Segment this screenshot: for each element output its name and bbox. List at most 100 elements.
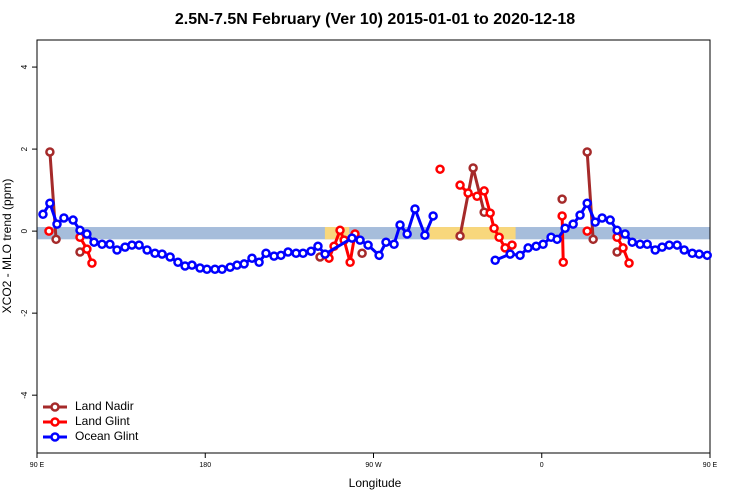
data-point: [679, 245, 689, 255]
data-point: [247, 253, 257, 263]
data-point: [490, 255, 500, 265]
data-point: [627, 237, 637, 247]
data-point: [428, 211, 438, 221]
data-point: [52, 219, 62, 229]
data-point: [507, 240, 517, 250]
data-point: [45, 198, 55, 208]
data-point: [59, 213, 69, 223]
data-point: [395, 220, 405, 230]
legend-label: Land Glint: [75, 414, 130, 428]
data-point: [239, 259, 249, 269]
data-point: [515, 250, 525, 261]
data-point: [283, 247, 293, 257]
data-point: [44, 226, 54, 236]
x-tick-label: 180: [199, 462, 211, 469]
data-point: [345, 257, 355, 268]
data-point: [87, 258, 97, 268]
data-point: [75, 225, 85, 236]
data-point: [568, 219, 578, 229]
data-point: [374, 250, 384, 261]
x-tick-label: 90 E: [30, 462, 45, 469]
uncertainty-band: [37, 227, 710, 240]
data-point: [472, 191, 482, 202]
data-point: [505, 249, 515, 259]
data-point: [82, 229, 92, 239]
data-point: [582, 198, 592, 208]
data-point: [165, 252, 175, 262]
data-point: [597, 213, 607, 223]
data-point: [558, 257, 568, 268]
data-point: [173, 257, 183, 268]
data-point: [97, 239, 107, 249]
data-point: [575, 210, 585, 220]
data-point: [612, 225, 622, 236]
data-point: [624, 258, 634, 268]
data-point: [552, 234, 562, 245]
data-point: [217, 264, 227, 275]
legend-label: Land Nadir: [75, 399, 134, 413]
data-point: [232, 260, 242, 270]
data-point: [45, 147, 55, 157]
data-point: [557, 211, 567, 221]
data-point: [335, 225, 345, 236]
legend-label: Ocean Glint: [75, 429, 139, 443]
data-point: [105, 239, 115, 249]
data-point: [389, 239, 399, 249]
data-point: [479, 186, 489, 196]
data-point: [68, 215, 78, 225]
data-point: [455, 180, 465, 190]
data-point: [82, 244, 92, 254]
data-point: [435, 164, 445, 174]
data-point: [51, 234, 61, 245]
data-point: [468, 163, 478, 173]
x-tick-label: 0: [540, 462, 544, 469]
data-point: [363, 240, 373, 250]
data-point: [306, 246, 316, 256]
data-point: [582, 147, 592, 157]
data-point: [313, 241, 323, 252]
data-point: [381, 237, 391, 247]
data-point: [702, 250, 712, 261]
data-point: [357, 248, 367, 259]
data-point: [494, 232, 504, 243]
data-point: [187, 260, 197, 270]
y-tick-label: -4: [20, 391, 29, 399]
data-point: [157, 249, 167, 259]
data-point: [557, 194, 567, 204]
y-tick-label: 2: [20, 146, 29, 151]
data-point: [355, 235, 365, 245]
data-point: [538, 239, 548, 249]
data-point: [276, 250, 286, 261]
data-point: [112, 245, 122, 255]
x-tick-label: 90 W: [365, 462, 382, 469]
data-point: [605, 215, 615, 225]
data-point: [320, 249, 330, 259]
data-point: [618, 243, 628, 253]
data-point: [463, 188, 473, 198]
y-tick-label: 0: [20, 228, 29, 233]
data-point: [642, 239, 652, 249]
legend-marker: [50, 417, 60, 427]
data-point: [89, 237, 99, 247]
x-tick-label: 90 E: [703, 462, 718, 469]
chart-title: 2.5N-7.5N February (Ver 10) 2015-01-01 t…: [175, 11, 575, 28]
data-point: [523, 243, 533, 253]
y-axis-label: XCO2 - MLO trend (ppm): [0, 179, 14, 314]
data-point: [202, 264, 212, 275]
data-point: [410, 204, 420, 214]
data-point: [142, 245, 152, 255]
data-point: [694, 249, 704, 259]
data-point: [612, 247, 622, 257]
data-point: [298, 248, 308, 259]
data-point: [672, 240, 682, 250]
data-point: [590, 217, 600, 227]
data-point: [254, 257, 264, 268]
legend-marker: [50, 402, 60, 412]
data-point: [582, 226, 592, 236]
x-axis-label: Longitude: [349, 476, 402, 490]
data-point: [455, 231, 465, 241]
data-point: [261, 248, 271, 259]
data-point: [485, 208, 495, 218]
